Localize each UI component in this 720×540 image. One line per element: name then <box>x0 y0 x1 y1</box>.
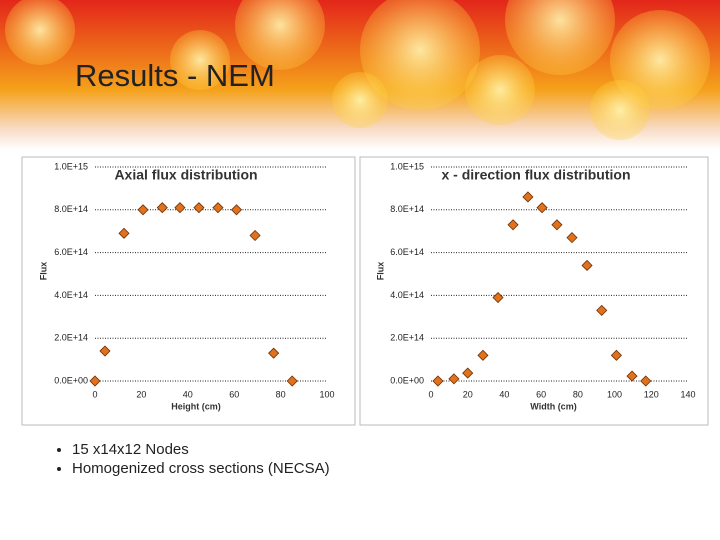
data-point <box>89 375 101 387</box>
y-tick-label: 8.0E+14 <box>390 204 424 214</box>
data-point <box>156 202 168 214</box>
data-point <box>610 349 622 361</box>
x-tick-label: 40 <box>183 389 193 399</box>
x-tick-label: 60 <box>536 389 546 399</box>
data-point <box>551 219 563 231</box>
x-axis-label: Height (cm) <box>171 401 221 411</box>
x-tick-label: 120 <box>644 389 659 399</box>
x-tick-label: 80 <box>573 389 583 399</box>
data-point <box>640 375 652 387</box>
x-tick-label: 80 <box>276 389 286 399</box>
data-point <box>462 367 474 379</box>
y-tick-label: 1.0E+15 <box>54 161 88 171</box>
data-point <box>566 232 578 244</box>
chart-title: Axial flux distribution <box>114 167 257 183</box>
data-point <box>286 375 298 387</box>
data-point <box>507 219 519 231</box>
x-tick-label: 0 <box>92 389 97 399</box>
data-point <box>99 345 111 357</box>
y-tick-label: 8.0E+14 <box>54 204 88 214</box>
x-axis-label: Width (cm) <box>530 401 576 411</box>
bullet-list: 15 x14x12 NodesHomogenized cross section… <box>58 440 330 478</box>
bullet: 15 x14x12 Nodes <box>72 440 330 459</box>
y-tick-label: 4.0E+14 <box>54 290 88 300</box>
data-point <box>230 204 243 216</box>
data-point <box>174 202 186 214</box>
x-tick-label: 40 <box>499 389 509 399</box>
data-point <box>581 259 593 272</box>
data-point <box>477 349 489 361</box>
chart-frame <box>21 156 356 426</box>
y-tick-label: 2.0E+14 <box>54 333 88 343</box>
data-point <box>522 191 534 203</box>
slide-title: Results - NEM <box>75 58 275 93</box>
x-tick-label: 140 <box>680 389 695 399</box>
x-tick-label: 100 <box>607 389 622 399</box>
x-tick-label: 100 <box>319 389 334 399</box>
data-point <box>137 204 149 216</box>
data-point <box>492 291 504 304</box>
y-tick-label: 0.0E+00 <box>390 375 424 385</box>
x-tick-label: 60 <box>229 389 239 399</box>
chart-title: x - direction flux distribution <box>442 167 631 183</box>
data-point <box>268 347 280 359</box>
y-axis-label: Flux <box>38 262 48 281</box>
x-tick-label: 20 <box>463 389 473 399</box>
data-point <box>118 227 130 239</box>
y-tick-label: 4.0E+14 <box>390 290 424 300</box>
data-point <box>432 375 444 387</box>
x-tick-label: 20 <box>136 389 146 399</box>
y-tick-label: 1.0E+15 <box>390 161 424 171</box>
data-point <box>626 370 638 382</box>
data-point <box>249 229 261 242</box>
data-point <box>448 373 460 385</box>
y-tick-label: 6.0E+14 <box>390 247 424 257</box>
data-point <box>596 304 608 316</box>
y-tick-label: 2.0E+14 <box>390 333 424 343</box>
y-tick-label: 0.0E+00 <box>54 375 88 385</box>
y-tick-label: 6.0E+14 <box>54 247 88 257</box>
bullet: Homogenized cross sections (NECSA) <box>72 459 330 478</box>
bokeh <box>5 0 710 140</box>
data-point <box>536 202 548 214</box>
y-axis-label: Flux <box>375 262 385 281</box>
data-point <box>212 202 224 214</box>
data-point <box>193 202 205 214</box>
x-tick-label: 0 <box>428 389 433 399</box>
